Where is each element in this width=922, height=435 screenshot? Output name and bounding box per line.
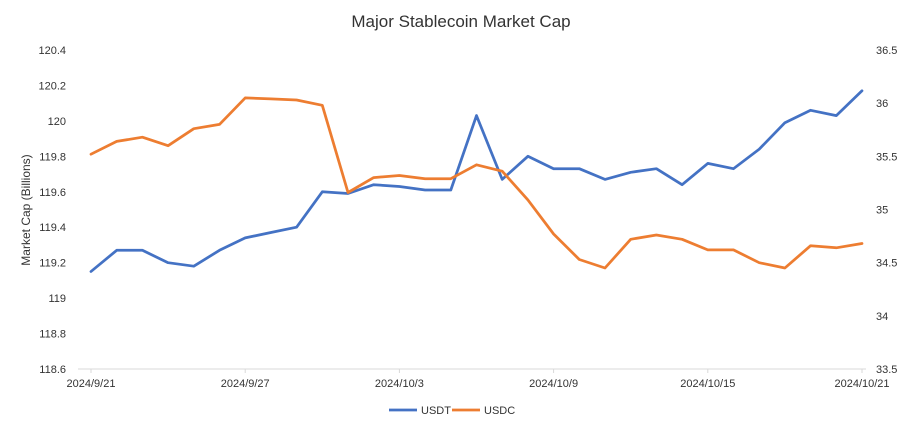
x-tick-label: 2024/9/27 [221, 378, 270, 390]
y-axis-title: Market Cap (Billions) [19, 154, 33, 265]
right-tick-label: 36.5 [876, 45, 897, 57]
left-tick-label: 119.6 [39, 187, 66, 199]
left-tick-label: 119.8 [39, 151, 66, 163]
series-line-usdt [89, 89, 864, 273]
x-tick-label: 2024/10/9 [529, 378, 578, 390]
right-tick-label: 35.5 [876, 151, 897, 163]
left-tick-label: 118.8 [39, 329, 66, 341]
left-tick-label: 119 [48, 293, 66, 305]
left-tick-label: 118.6 [39, 364, 66, 376]
series-lines [89, 89, 864, 273]
left-tick-label: 119.4 [39, 222, 66, 234]
right-tick-label: 36 [876, 98, 888, 110]
right-tick-label: 34.5 [876, 258, 897, 270]
legend-label-usdc: USDC [484, 405, 515, 417]
left-axis-ticks: 118.6 118.8 119 119.2 119.4 119.6 119.8 120 120.… [38, 45, 66, 376]
series-line-usdc [89, 96, 864, 270]
right-tick-label: 35 [876, 205, 888, 217]
right-axis-ticks: 33.5 34 34.5 35 35.5 36 36.5 [876, 45, 897, 376]
left-tick-label: 120.4 [38, 45, 66, 57]
x-axis-ticks: 2024/9/21 2024/9/27 2024/10/3 2024/10/9 2024… [67, 369, 890, 390]
left-tick-label: 120 [48, 116, 66, 128]
legend-label-usdt: USDT [421, 405, 451, 417]
x-tick-label: 2024/10/15 [680, 378, 735, 390]
right-tick-label: 34 [876, 311, 888, 323]
left-tick-label: 119.2 [39, 258, 66, 270]
x-tick-label: 2024/10/3 [375, 378, 424, 390]
legend: USDT USDC [389, 405, 515, 417]
chart-title: Major Stablecoin Market Cap [351, 12, 570, 31]
left-tick-label: 120.2 [38, 80, 66, 92]
x-tick-label: 2024/10/21 [834, 378, 889, 390]
x-tick-label: 2024/9/21 [67, 378, 116, 390]
right-tick-label: 33.5 [876, 364, 897, 376]
